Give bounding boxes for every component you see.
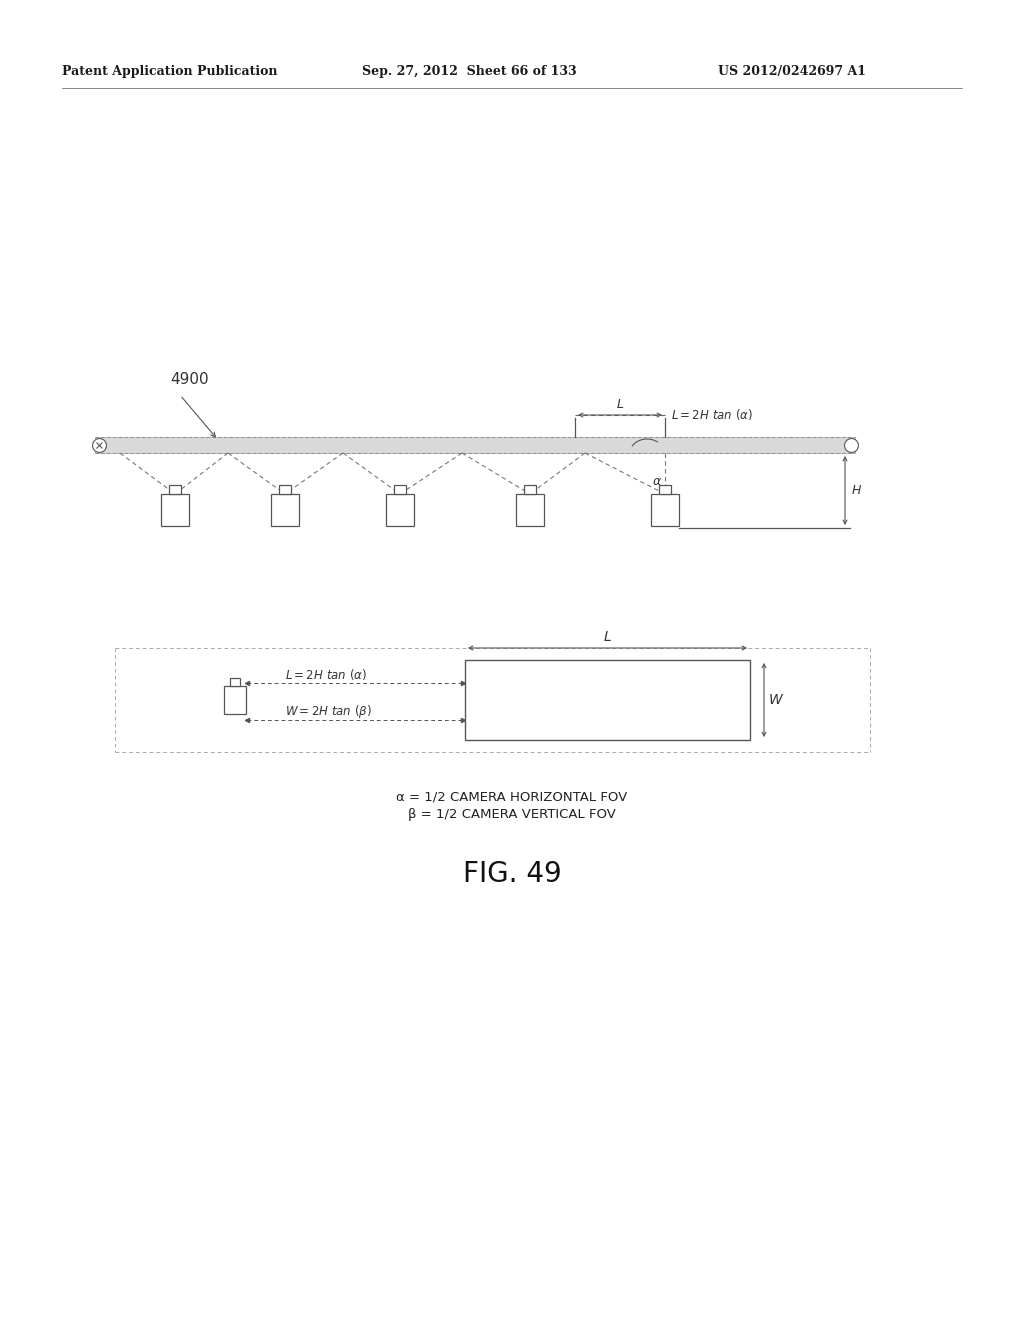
- Text: FIG. 49: FIG. 49: [463, 861, 561, 888]
- Text: α = 1/2 CAMERA HORIZONTAL FOV: α = 1/2 CAMERA HORIZONTAL FOV: [396, 789, 628, 803]
- Text: β = 1/2 CAMERA VERTICAL FOV: β = 1/2 CAMERA VERTICAL FOV: [408, 808, 616, 821]
- Bar: [230, 678, 240, 686]
- Bar: [658, 484, 672, 494]
- Text: $\alpha$: $\alpha$: [652, 475, 663, 488]
- Bar: [224, 686, 246, 714]
- Text: $H$: $H$: [851, 484, 862, 498]
- Text: $W = 2H\ tan\ (\beta)$: $W = 2H\ tan\ (\beta)$: [285, 704, 372, 721]
- Bar: [95, 437, 855, 453]
- Bar: [516, 494, 544, 525]
- Bar: [386, 494, 414, 525]
- Bar: [161, 494, 189, 525]
- Text: 4900: 4900: [170, 372, 209, 388]
- Bar: [523, 484, 537, 494]
- Text: $L = 2H\ tan\ (\alpha)$: $L = 2H\ tan\ (\alpha)$: [285, 668, 368, 682]
- Bar: [271, 494, 299, 525]
- Text: US 2012/0242697 A1: US 2012/0242697 A1: [718, 66, 866, 78]
- Bar: [169, 484, 181, 494]
- Text: $L$: $L$: [603, 630, 612, 644]
- Text: $L = 2H\ tan\ (\alpha)$: $L = 2H\ tan\ (\alpha)$: [671, 408, 753, 422]
- Bar: [393, 484, 407, 494]
- Text: Sep. 27, 2012  Sheet 66 of 133: Sep. 27, 2012 Sheet 66 of 133: [362, 66, 577, 78]
- Bar: [651, 494, 679, 525]
- Text: $W$: $W$: [768, 693, 784, 708]
- Bar: [465, 660, 750, 741]
- Text: Patent Application Publication: Patent Application Publication: [62, 66, 278, 78]
- Text: $L$: $L$: [615, 399, 624, 411]
- Bar: [279, 484, 291, 494]
